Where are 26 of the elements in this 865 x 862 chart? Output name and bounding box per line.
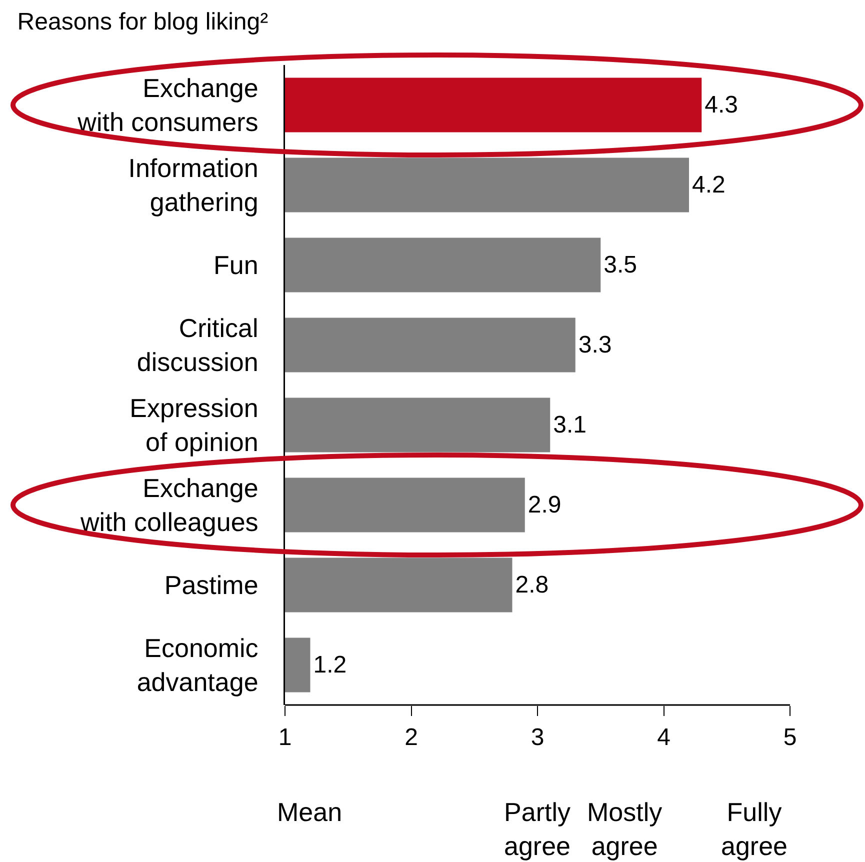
text: Mostly agree [587,797,662,861]
data-label: 3.1 [553,412,587,438]
x-tick-label: 3 [530,724,544,751]
data-label: 2.8 [515,572,549,598]
y-tick-label: Exchange with colleagues [80,473,258,537]
y-tick-label: Critical discussion [136,313,258,377]
data-label: 1.2 [313,652,347,678]
text: Partly agree [504,797,570,861]
chart-title: Reasons for blog liking² [17,8,268,36]
data-label: 4.3 [704,92,738,118]
x-tick-label: 2 [404,724,418,751]
data-label: 2.9 [528,492,562,518]
data-label: 3.5 [604,252,638,278]
y-tick-label: Pastime [164,570,258,600]
text: Fully agree [721,797,788,861]
y-tick-label: Expression of opinion [130,393,258,457]
x-tick-label: 4 [657,724,670,751]
y-tick-label: Economic advantage [136,633,258,697]
y-tick-label: Fun [213,250,258,280]
y-tick-label: Information gathering [128,153,258,217]
data-label: 4.2 [692,172,726,198]
y-tick-label: Exchange with consumers [76,73,258,137]
x-tick-label: 5 [783,724,797,751]
x-axis-title: Mean [277,797,342,827]
data-label: 3.3 [578,332,612,358]
x-tick-label: 1 [278,724,292,751]
